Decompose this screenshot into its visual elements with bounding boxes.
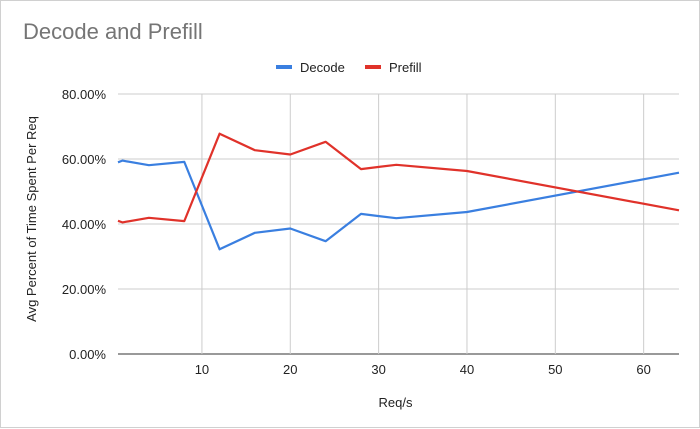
x-tick-label: 30 [371, 362, 385, 377]
x-tick-label: 40 [460, 362, 474, 377]
legend-label-decode: Decode [300, 60, 345, 75]
x-tick-label: 50 [548, 362, 562, 377]
x-axis-title: Req/s [379, 395, 413, 410]
y-tick-label: 60.00% [62, 152, 107, 167]
y-tick-label: 40.00% [62, 217, 107, 232]
x-tick-label: 10 [195, 362, 209, 377]
y-tick-label: 20.00% [62, 282, 107, 297]
legend-label-prefill: Prefill [389, 60, 422, 75]
x-tick-label: 20 [283, 362, 297, 377]
y-axis-title: Avg Percent of Time Spent Per Req [24, 116, 39, 322]
x-tick-label: 60 [636, 362, 650, 377]
y-tick-label: 80.00% [62, 87, 107, 102]
y-tick-label: 0.00% [69, 347, 106, 362]
